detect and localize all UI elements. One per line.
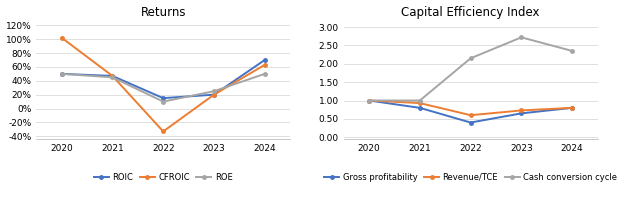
Gross profitability: [467, 121, 474, 124]
CFROIC: [159, 130, 167, 133]
CFROIC: [261, 64, 269, 66]
Cash conversion cycle: [518, 36, 525, 39]
Line: Gross profitability: Gross profitability: [367, 99, 574, 124]
Revenue/TCE: [365, 99, 373, 102]
ROIC: [261, 59, 269, 61]
Revenue/TCE: [568, 107, 576, 109]
Legend: ROIC, CFROIC, ROE: ROIC, CFROIC, ROE: [91, 169, 236, 185]
Line: Cash conversion cycle: Cash conversion cycle: [367, 36, 574, 102]
Line: CFROIC: CFROIC: [60, 36, 266, 133]
ROIC: [58, 73, 65, 75]
Revenue/TCE: [518, 109, 525, 112]
Gross profitability: [518, 112, 525, 115]
Cash conversion cycle: [365, 99, 373, 102]
ROE: [109, 76, 116, 78]
ROIC: [159, 97, 167, 99]
Cash conversion cycle: [467, 57, 474, 59]
Gross profitability: [416, 107, 424, 109]
ROIC: [109, 75, 116, 77]
Title: Capital Efficiency Index: Capital Efficiency Index: [401, 6, 540, 19]
CFROIC: [109, 75, 116, 77]
Revenue/TCE: [467, 114, 474, 116]
CFROIC: [210, 93, 218, 96]
Line: ROE: ROE: [60, 72, 266, 103]
Gross profitability: [365, 99, 373, 102]
Line: Revenue/TCE: Revenue/TCE: [367, 99, 574, 117]
ROE: [261, 73, 269, 75]
Legend: Gross profitability, Revenue/TCE, Cash conversion cycle: Gross profitability, Revenue/TCE, Cash c…: [321, 169, 620, 185]
Title: Returns: Returns: [140, 6, 186, 19]
CFROIC: [58, 37, 65, 39]
Line: ROIC: ROIC: [60, 58, 266, 100]
ROE: [159, 100, 167, 103]
Gross profitability: [568, 107, 576, 109]
Revenue/TCE: [416, 102, 424, 104]
ROIC: [210, 93, 218, 96]
Cash conversion cycle: [416, 99, 424, 102]
Cash conversion cycle: [568, 50, 576, 52]
ROE: [58, 73, 65, 75]
ROE: [210, 90, 218, 92]
